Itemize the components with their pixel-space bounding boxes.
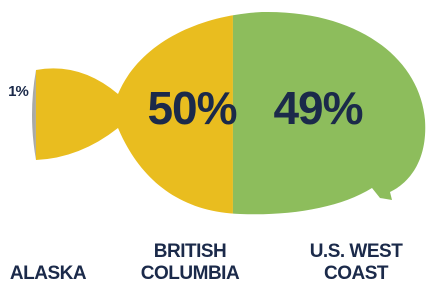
value-label: 49% [273,82,362,134]
segment [32,0,36,289]
category-label: U.S. WEST COAST [304,241,408,285]
category-label: ALASKA [0,263,108,285]
value-label: 50% [147,82,236,134]
category-label: BRITISH COLUMBIA [138,241,242,285]
infographic: 1% 50% 49% ALASKA BRITISH COLUMBIA U.S. WEST… [0,0,433,289]
value-label: 1% [8,83,28,100]
